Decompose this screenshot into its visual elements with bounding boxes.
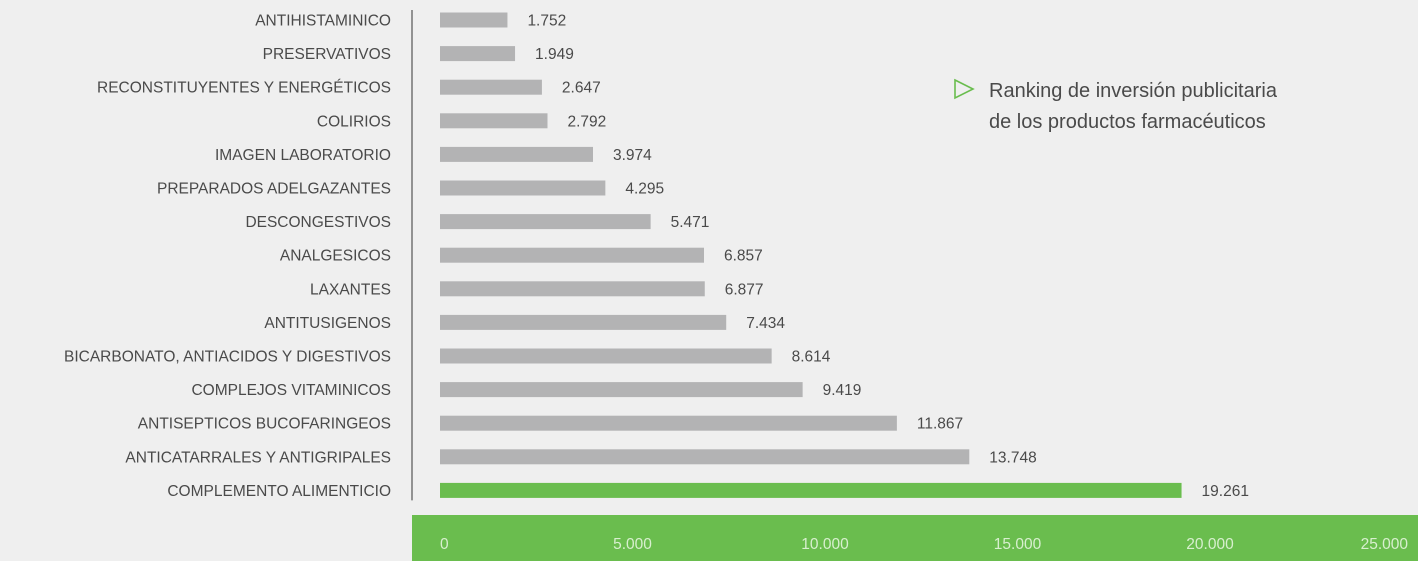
category-label: LAXANTES [310,281,391,298]
bar [440,146,593,162]
value-label: 11.867 [917,416,963,433]
x-tick-label: 20.000 [1186,536,1234,553]
category-label: ANTICATARRALES Y ANTIGRIPALES [125,449,391,466]
bar [440,281,705,297]
value-label: 7.434 [746,315,785,332]
bar [440,46,516,62]
triangle-outline-right-icon [954,78,975,100]
x-tick-label: 0 [440,536,449,553]
category-label: ANALGESICOS [280,248,391,265]
category-label: PRESERVATIVOS [263,46,391,63]
value-label: 8.614 [792,349,831,366]
category-label: BICARBONATO, ANTIACIDOS Y DIGESTIVOS [64,349,391,366]
value-label: 5.471 [671,214,710,231]
category-label: PREPARADOS ADELGAZANTES [157,181,391,198]
bar [440,79,542,95]
x-tick-label: 10.000 [801,536,849,553]
value-label: 19.261 [1202,483,1249,500]
value-label: 6.877 [725,281,764,298]
category-label: ANTITUSIGENOS [264,315,391,332]
value-label: 9.419 [823,382,862,399]
category-label: ANTIHISTAMINICO [255,13,391,30]
bar [440,314,727,330]
x-tick-label: 25.000 [1361,536,1409,553]
category-label: COMPLEJOS VITAMINICOS [191,382,391,399]
value-label: 3.974 [613,147,652,164]
bar [440,12,508,28]
value-label: 1.949 [535,46,574,63]
x-tick-label: 5.000 [613,536,652,553]
category-label: COMPLEMENTO ALIMENTICIO [167,483,391,500]
bar [440,449,970,465]
value-label: 4.295 [625,181,664,198]
category-label: COLIRIOS [317,113,391,130]
value-label: 6.857 [724,248,763,265]
x-tick-label: 15.000 [994,536,1042,553]
bar [440,482,1182,498]
bar [440,382,803,398]
bar [440,348,772,364]
value-label: 13.748 [989,449,1036,466]
value-label: 2.647 [562,80,601,97]
value-label: 1.752 [527,13,566,30]
bar [440,180,606,196]
category-label: ANTISEPTICOS BUCOFARINGEOS [138,416,391,433]
value-label: 2.792 [567,113,606,130]
bar [440,214,651,230]
x-axis-band [412,515,1418,561]
bar [440,113,548,129]
bar [440,247,704,263]
category-label: DESCONGESTIVOS [245,214,391,231]
annotation-text: Ranking de inversión publicitaria de los… [989,80,1277,133]
category-label: IMAGEN LABORATORIO [215,147,391,164]
category-label: RECONSTITUYENTES Y ENERGÉTICOS [97,80,391,97]
bar [440,415,897,431]
